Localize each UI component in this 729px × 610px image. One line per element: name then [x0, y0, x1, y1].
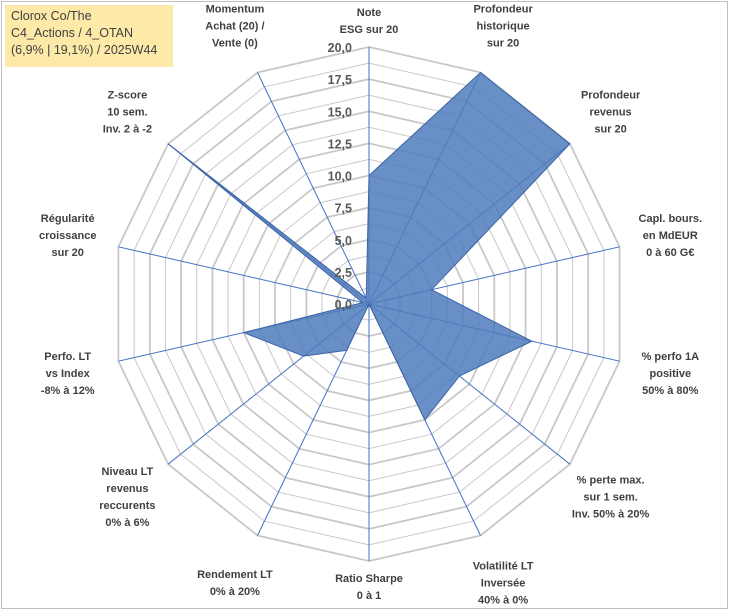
axis-label: Rendement LT 0% à 20% [197, 569, 273, 598]
axis-label-line: sur 20 [487, 38, 519, 50]
tick-label: 0,0 [335, 298, 352, 312]
axis-label-line: Z-score [108, 89, 148, 101]
axis-label: % perte max. sur 1 sem. Inv. 50% à 20% [572, 475, 650, 521]
axis-label: Régularité croissance sur 20 [39, 213, 96, 259]
axis-label-line: sur 1 sem. [583, 492, 637, 504]
tick-label: 20,0 [328, 41, 352, 55]
axis-label-line: croissance [39, 230, 96, 242]
axis-label-line: Vente (0) [212, 38, 258, 50]
axis-label: Volatilité LT Inversée 40% à 0% [473, 560, 534, 606]
series-area [167, 71, 571, 421]
axis-label-line: revenus [589, 106, 631, 118]
axis-label-line: historique [477, 21, 530, 33]
axis-label-line: -8% à 12% [41, 385, 95, 397]
axis-label-line: 50% à 80% [642, 385, 698, 397]
axis-label-line: Momentum [206, 4, 265, 16]
axis-label-line: Niveau LT [102, 466, 154, 478]
title-category: C4_Actions / 4_OTAN [11, 26, 134, 40]
axis-label-line: Inv. 2 à -2 [103, 123, 152, 135]
axis-label-line: revenus [106, 483, 148, 495]
axis-label-line: % perte max. [577, 475, 645, 487]
axis-label-line: Rendement LT [197, 569, 273, 581]
axis-label-line: Régularité [41, 213, 95, 225]
axis-label: Profondeur historique sur 20 [473, 4, 533, 50]
tick-label: 10,0 [328, 170, 352, 184]
axis-label: % perfo 1A positive 50% à 80% [642, 351, 700, 397]
axis-label-line: reccurents [99, 500, 155, 512]
axis-label: Perfo. LT vs Index -8% à 12% [41, 351, 95, 397]
axis-label: Note ESG sur 20 [340, 7, 399, 36]
axis-label-line: Volatilité LT [473, 560, 534, 572]
axis-label: Niveau LT revenus reccurents 0% à 6% [99, 466, 155, 529]
axis-label-line: Achat (20) / [205, 21, 264, 33]
axis-label-line: 0 à 60 G€ [646, 247, 694, 259]
axis-label: Momentum Achat (20) / Vente (0) [205, 4, 264, 50]
axis-label-line: Capl. bours. [639, 213, 703, 225]
tick-label: 5,0 [335, 234, 352, 248]
axis-label-line: 0% à 6% [105, 517, 149, 529]
axis-label: Z-score 10 sem. Inv. 2 à -2 [103, 89, 152, 135]
axis-label-line: 10 sem. [107, 106, 147, 118]
title-company: Clorox Co/The [11, 9, 92, 23]
axis-label: Profondeur revenus sur 20 [581, 89, 641, 135]
axis-label-line: ESG sur 20 [340, 24, 399, 36]
axis-label-line: vs Index [46, 368, 91, 380]
axis-label-line: Inversée [481, 577, 526, 589]
axis-label-line: 0% à 20% [210, 586, 260, 598]
tick-label: 15,0 [328, 105, 352, 119]
tick-label: 2,5 [335, 266, 352, 280]
tick-label: 17,5 [328, 73, 352, 87]
axis-label-line: Profondeur [581, 89, 641, 101]
radar-axis-labels: Note ESG sur 20 Profondeur historique sur 20… [39, 4, 702, 607]
tick-label: 7,5 [335, 202, 352, 216]
axis-label-line: % perfo 1A [642, 351, 700, 363]
axis-label: Capl. bours. en MdEUR 0 à 60 G€ [639, 213, 703, 259]
axis-label: Ratio Sharpe 0 à 1 [335, 573, 403, 602]
axis-label-line: positive [650, 368, 692, 380]
axis-label-line: Profondeur [473, 4, 533, 16]
radar-tick-labels: 0,0 2,5 5,0 7,5 10,0 12,5 15,0 17,5 20,0 [328, 41, 352, 312]
axis-label-line: Ratio Sharpe [335, 573, 403, 585]
axis-label-line: Note [357, 7, 381, 19]
radar-series [167, 71, 571, 421]
axis-label-line: en MdEUR [643, 230, 698, 242]
title-stats: (6,9% | 19,1%) / 2025W44 [11, 43, 158, 57]
axis-label-line: Perfo. LT [44, 351, 91, 363]
chart-title-box: Clorox Co/The C4_Actions / 4_OTAN (6,9% … [5, 5, 173, 67]
tick-label: 12,5 [328, 137, 352, 151]
axis-spoke [257, 72, 370, 305]
axis-spoke [118, 246, 370, 305]
axis-label-line: sur 20 [51, 247, 83, 259]
axis-label-line: 0 à 1 [357, 590, 381, 602]
axis-label-line: Inv. 50% à 20% [572, 509, 650, 521]
axis-label-line: 40% à 0% [478, 594, 528, 606]
axis-label-line: sur 20 [594, 123, 626, 135]
